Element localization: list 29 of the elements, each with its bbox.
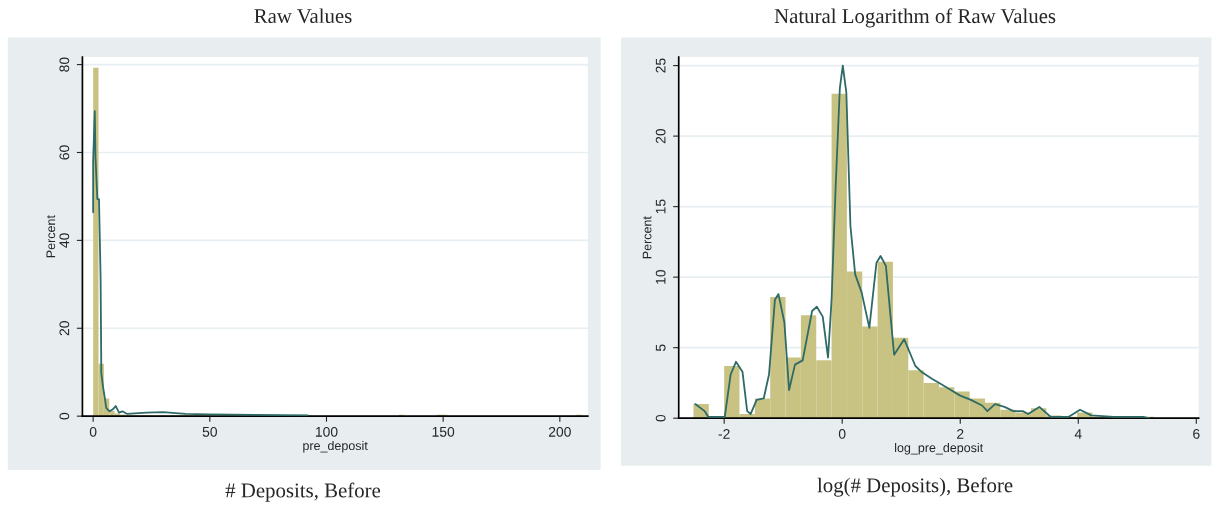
y-tick-label: 0 [59,412,70,420]
y-tick-label: 0 [655,414,666,422]
y-tick-label: 25 [655,58,666,73]
y-tick-label: 40 [59,233,70,248]
x-tick-label: 150 [432,426,455,437]
chart-title: Natural Logarithm of Raw Values [774,8,1056,28]
x-tick-label: 6 [1193,428,1200,439]
y-tick-label: 5 [655,344,666,351]
text: # Deposits, Before [225,482,381,502]
text: log(# Deposits), Before [817,477,1013,497]
y-axis-title: Percent [642,216,652,259]
x-tick-label: 200 [548,426,571,437]
x-tick-label: 4 [1074,429,1082,439]
x-axis-title: log_pre_deposit [895,442,984,455]
x-tick-label: 0 [89,426,97,437]
y-tick-label: 15 [655,199,666,214]
y-tick-label: 20 [59,321,70,336]
y-tick-label: 10 [655,269,666,284]
x-tick-label: 50 [202,426,217,437]
x-tick-label: 100 [315,426,338,437]
x-tick-label: -2 [718,428,730,439]
x-tick-label: 2 [957,428,964,439]
y-tick-label: 80 [59,57,70,72]
y-tick-label: 60 [59,145,70,160]
chart-title: Raw Values [254,8,352,24]
x-tick-label: 0 [838,428,846,439]
y-axis-title: Percent [46,215,56,258]
y-tick-label: 20 [655,128,666,144]
x-axis-title: pre_deposit [303,440,368,453]
